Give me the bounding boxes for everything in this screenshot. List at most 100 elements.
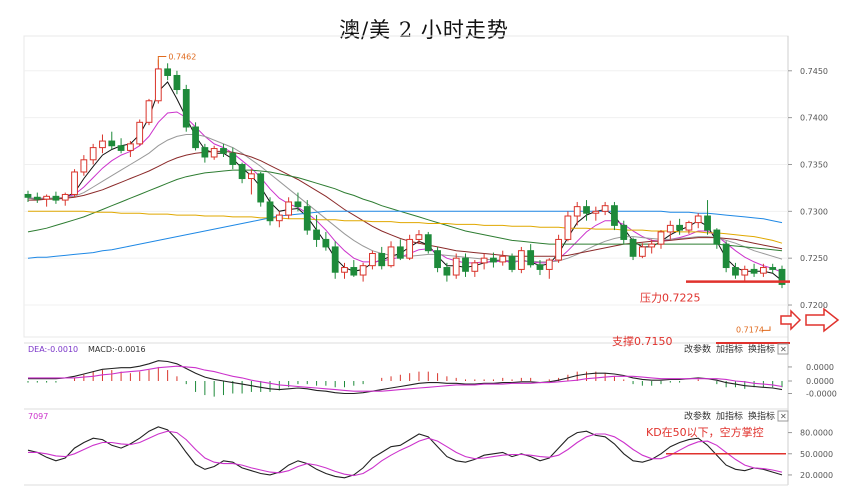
kd-toolbar: 改参数 加指标 换指标 ✕: [684, 410, 789, 422]
candle-body: [564, 215, 572, 240]
candle-body: [220, 148, 227, 154]
candle-body: [248, 173, 255, 180]
candle-body: [601, 205, 609, 212]
candle-body: [471, 262, 479, 272]
close-button[interactable]: ✕: [780, 412, 787, 421]
candle-body: [369, 252, 376, 267]
candle-body: [33, 196, 41, 200]
macd-line: [28, 360, 783, 395]
candle-body: [722, 243, 730, 269]
candle-body: [127, 143, 134, 151]
candle-body: [657, 231, 665, 245]
candle-body: [89, 147, 97, 161]
macd-legend: MACD:-0.0016: [88, 345, 146, 354]
moving-average-line: [27, 81, 783, 282]
add-indicator-button[interactable]: 加指标: [716, 343, 743, 355]
add-indicator-button[interactable]: 加指标: [716, 410, 743, 422]
candle-body: [136, 121, 144, 145]
candle-body: [182, 89, 190, 128]
change-params-button[interactable]: 改参数: [684, 343, 711, 355]
dea-legend: DEA:-0.0010: [28, 345, 78, 354]
moving-average-line: [28, 210, 783, 244]
candle-body: [508, 255, 516, 270]
candle-body: [378, 252, 386, 267]
candle-body: [638, 246, 646, 257]
price-annotations: 0.7462 0.7174 压力0.7225 支撑0.7150: [157, 53, 840, 348]
low-price-label: 0.7174: [736, 325, 764, 334]
candle-body: [611, 205, 618, 226]
arrow-right-icon: [805, 307, 840, 333]
close-button[interactable]: ✕: [780, 345, 787, 354]
macd-panel: DEA:-0.0010 MACD:-0.0016 0.0000 0.0000 -0.…: [27, 343, 837, 399]
candle-body: [573, 206, 581, 217]
y-tick-label: 0.0000: [806, 377, 834, 386]
candle-body: [359, 265, 367, 276]
support-label: 支撑0.7150: [612, 334, 673, 348]
candle-body: [43, 195, 51, 200]
candle-body: [490, 257, 497, 263]
candle-body: [331, 246, 339, 273]
candle-body: [713, 229, 721, 245]
macd-histogram: [27, 366, 783, 397]
low-price-marker: [762, 326, 771, 331]
candle-body: [173, 74, 181, 91]
candle-body: [704, 215, 711, 231]
candle-body: [210, 148, 218, 158]
price-y-axis: 0.7450 0.7400 0.7350 0.7300 0.7250 0.7200: [788, 67, 828, 310]
candle-body: [164, 68, 172, 76]
y-tick-label: 80.0000: [800, 429, 833, 438]
candle-body: [313, 229, 320, 240]
candlesticks: [24, 59, 786, 289]
candle-body: [396, 246, 404, 259]
macd-y-axis: 0.0000 0.0000 -0.0000: [788, 363, 837, 399]
candle-body: [257, 173, 265, 203]
candle-body: [201, 147, 209, 158]
kd-line: [27, 426, 783, 479]
switch-indicator-button[interactable]: 换指标: [748, 343, 775, 355]
moving-average-line: [27, 169, 783, 252]
candle-body: [769, 267, 777, 270]
kd-y-axis: 80.0000 50.0000 20.0000: [788, 429, 833, 480]
candle-body: [462, 257, 469, 272]
candle-body: [592, 210, 600, 214]
candle-body: [145, 100, 153, 123]
candle-body: [52, 195, 60, 201]
candle-body: [80, 159, 88, 173]
candle-body: [443, 267, 451, 276]
candle-body: [238, 163, 246, 180]
y-tick-label: 0.7200: [800, 301, 828, 310]
candle-body: [452, 257, 460, 276]
moving-average-line: [27, 210, 783, 259]
candle-body: [229, 152, 237, 165]
candle-body: [759, 267, 767, 274]
candle-body: [434, 250, 441, 269]
candle-body: [583, 206, 590, 214]
candle-body: [387, 246, 395, 267]
candle-body: [517, 250, 525, 270]
y-tick-label: 20.0000: [800, 471, 833, 480]
switch-indicator-button[interactable]: 换指标: [748, 410, 775, 422]
candle-body: [24, 193, 32, 198]
moving-average-line: [28, 134, 783, 263]
macd-line: [28, 365, 783, 392]
change-params-button[interactable]: 改参数: [684, 410, 711, 422]
candle-body: [676, 224, 683, 231]
arrow-right-icon: [780, 309, 802, 331]
candle-body: [685, 222, 693, 231]
close-icon[interactable]: [777, 410, 789, 422]
candle-body: [275, 214, 283, 222]
candle-body: [666, 224, 674, 233]
y-tick-label: 0.7400: [800, 114, 828, 123]
candle-body: [303, 206, 311, 231]
candle-body: [294, 201, 302, 208]
candle-body: [629, 238, 637, 257]
candle-body: [620, 224, 628, 240]
y-tick-label: 0.7300: [800, 207, 828, 216]
candle-body: [545, 259, 553, 270]
candle-body: [61, 193, 69, 201]
close-icon[interactable]: [777, 343, 789, 355]
kd-annotation: KD在50以下，空方掌控: [646, 425, 764, 439]
chart-title: 澳/美 2 小时走势: [339, 18, 509, 42]
candle-body: [750, 268, 758, 274]
